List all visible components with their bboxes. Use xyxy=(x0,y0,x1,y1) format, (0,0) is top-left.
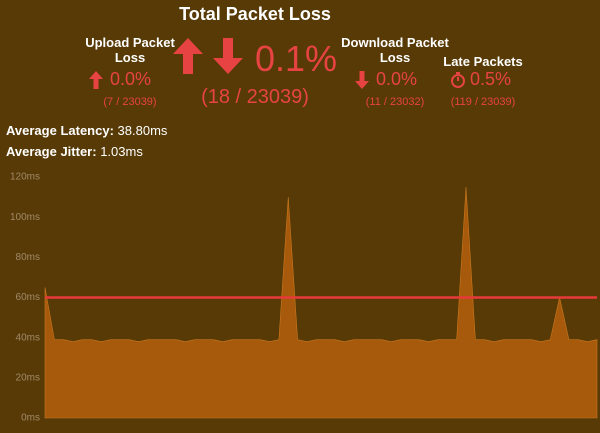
y-tick-label: 40ms xyxy=(16,332,40,343)
total-percent: 0.1% xyxy=(255,38,338,79)
total-title: Total Packet Loss xyxy=(179,4,331,24)
stopwatch-icon xyxy=(451,72,465,88)
total-count: (18 / 23039) xyxy=(201,86,309,108)
jitter-row: Average Jitter: 1.03ms xyxy=(6,144,143,159)
upload-title: Upload Packet Loss xyxy=(85,35,175,65)
up-down-arrows xyxy=(173,38,243,74)
download-count: (11 / 23032) xyxy=(365,96,425,108)
jitter-label: Average Jitter: xyxy=(6,144,97,159)
jitter-value: 1.03ms xyxy=(100,144,143,159)
upload-count: (7 / 23039) xyxy=(103,96,157,108)
download-percent: 0.0% xyxy=(376,69,418,89)
download-title: Download Packet Loss xyxy=(341,35,449,65)
up-arrow xyxy=(89,71,103,89)
y-tick-label: 20ms xyxy=(16,372,40,383)
y-tick-label: 80ms xyxy=(16,252,40,263)
late-percent: 0.5% xyxy=(470,69,512,89)
y-tick-label: 120ms xyxy=(10,172,40,183)
latency-row: Average Latency: 38.80ms xyxy=(6,123,167,138)
latency-value: 38.80ms xyxy=(117,123,168,138)
y-tick-label: 60ms xyxy=(16,292,40,303)
latency-label: Average Latency: xyxy=(6,123,114,138)
upload-percent: 0.0% xyxy=(110,69,152,89)
latency-area xyxy=(44,187,598,419)
late-title: Late Packets xyxy=(443,54,523,69)
down-arrow xyxy=(355,71,369,89)
late-count: (119 / 23039) xyxy=(450,96,516,108)
y-tick-label: 100ms xyxy=(10,212,40,223)
y-tick-label: 0ms xyxy=(21,413,40,424)
